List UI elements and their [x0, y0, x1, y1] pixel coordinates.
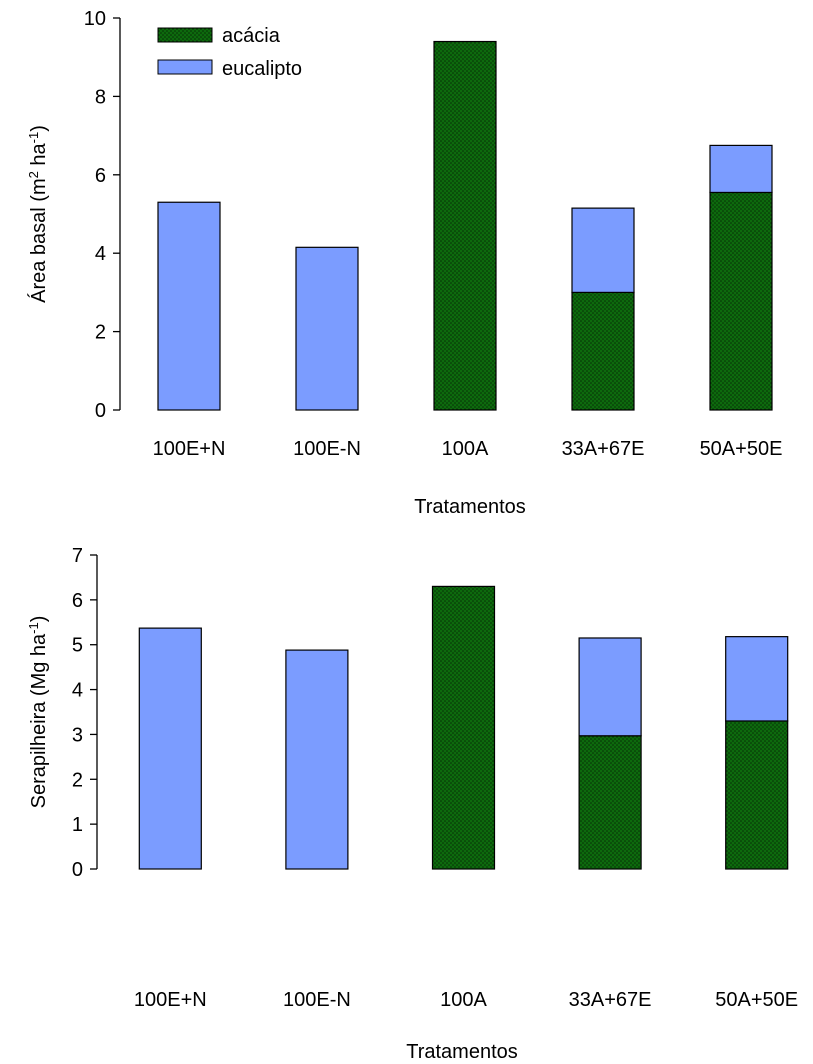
y-tick-label: 6 [72, 590, 83, 612]
bar-eucalipto [138, 627, 202, 870]
y-tick-label: 4 [72, 680, 83, 702]
x-tick-label: 100A [442, 438, 489, 460]
y-ticks: 0 1 2 3 4 5 6 7 [72, 545, 97, 881]
y-axis-label-sup2: -1 [26, 622, 41, 634]
bar-acacia [578, 735, 642, 870]
y-tick-label: 5 [72, 635, 83, 657]
x-tick-label: 50A+50E [715, 989, 798, 1011]
bar-acacia [431, 585, 496, 870]
x-tick-label: 33A+67E [562, 438, 645, 460]
y-axis-label-mid: ha [28, 142, 50, 171]
y-axis-label-main: Área basal (m [27, 178, 50, 303]
legend-label-acacia: acácia [222, 25, 281, 47]
bar-eucalipto [725, 636, 789, 722]
y-axis-label: Área basal (m2 ha-1) [26, 125, 51, 303]
x-tick-label: 50A+50E [700, 438, 783, 460]
y-tick-label: 6 [95, 165, 106, 187]
bar-eucalipto [709, 144, 773, 194]
y-tick-label: 3 [72, 724, 83, 746]
y-axis-label: Serapilheira (Mg ha-1) [26, 616, 51, 809]
bar-eucalipto [295, 246, 359, 411]
y-ticks: 0 2 4 6 8 10 [84, 8, 120, 422]
y-axis-label-end: ) [28, 125, 50, 132]
y-tick-label: 4 [95, 243, 106, 265]
x-tick-label: 100E-N [283, 989, 351, 1011]
x-tick-label: 100A [440, 989, 487, 1011]
bar-acacia [725, 720, 789, 870]
bar-eucalipto [571, 207, 635, 293]
y-axis-label-end: ) [28, 616, 50, 623]
litter-bars [138, 585, 789, 870]
x-axis-label: Tratamentos [406, 1041, 518, 1063]
bar-eucalipto [157, 201, 221, 411]
y-axis-label-main: Serapilheira (Mg ha [28, 633, 50, 808]
legend-label-eucalipto: eucalipto [222, 58, 302, 80]
bar-acacia [571, 291, 635, 411]
bar-eucalipto [285, 649, 349, 870]
basal-area-bars [157, 40, 773, 411]
y-tick-label: 10 [84, 8, 106, 30]
x-tick-labels: 100E+N 100E-N 100A 33A+67E 50A+50E [153, 438, 783, 460]
y-tick-label: 0 [95, 400, 106, 422]
bar-acacia [433, 40, 497, 411]
bar-acacia [709, 191, 773, 411]
y-tick-label: 2 [95, 322, 106, 344]
y-tick-label: 8 [95, 86, 106, 108]
x-tick-label: 100E+N [153, 438, 226, 460]
legend-swatch-eucalipto [157, 59, 213, 75]
basal-area-chart: 0 2 4 6 8 10 100E+N 100E-N 100A 33A+67E 50A+50E T… [26, 8, 783, 518]
y-axis-label-sup1: 2 [26, 171, 41, 178]
x-tick-label: 100E-N [293, 438, 361, 460]
x-axis-label: Tratamentos [414, 496, 526, 518]
bar-eucalipto [578, 637, 642, 737]
y-tick-label: 2 [72, 769, 83, 791]
y-axis-label-sup2: -1 [26, 132, 41, 144]
x-tick-labels: 100E+N 100E-N 100A 33A+67E 50A+50E [134, 989, 798, 1011]
y-tick-label: 0 [72, 859, 83, 881]
y-tick-label: 1 [72, 814, 83, 836]
y-tick-label: 7 [72, 545, 83, 567]
legend-swatch-acacia [157, 27, 213, 43]
x-tick-label: 100E+N [134, 989, 207, 1011]
legend: acácia eucalipto [157, 25, 302, 80]
x-tick-label: 33A+67E [569, 989, 652, 1011]
